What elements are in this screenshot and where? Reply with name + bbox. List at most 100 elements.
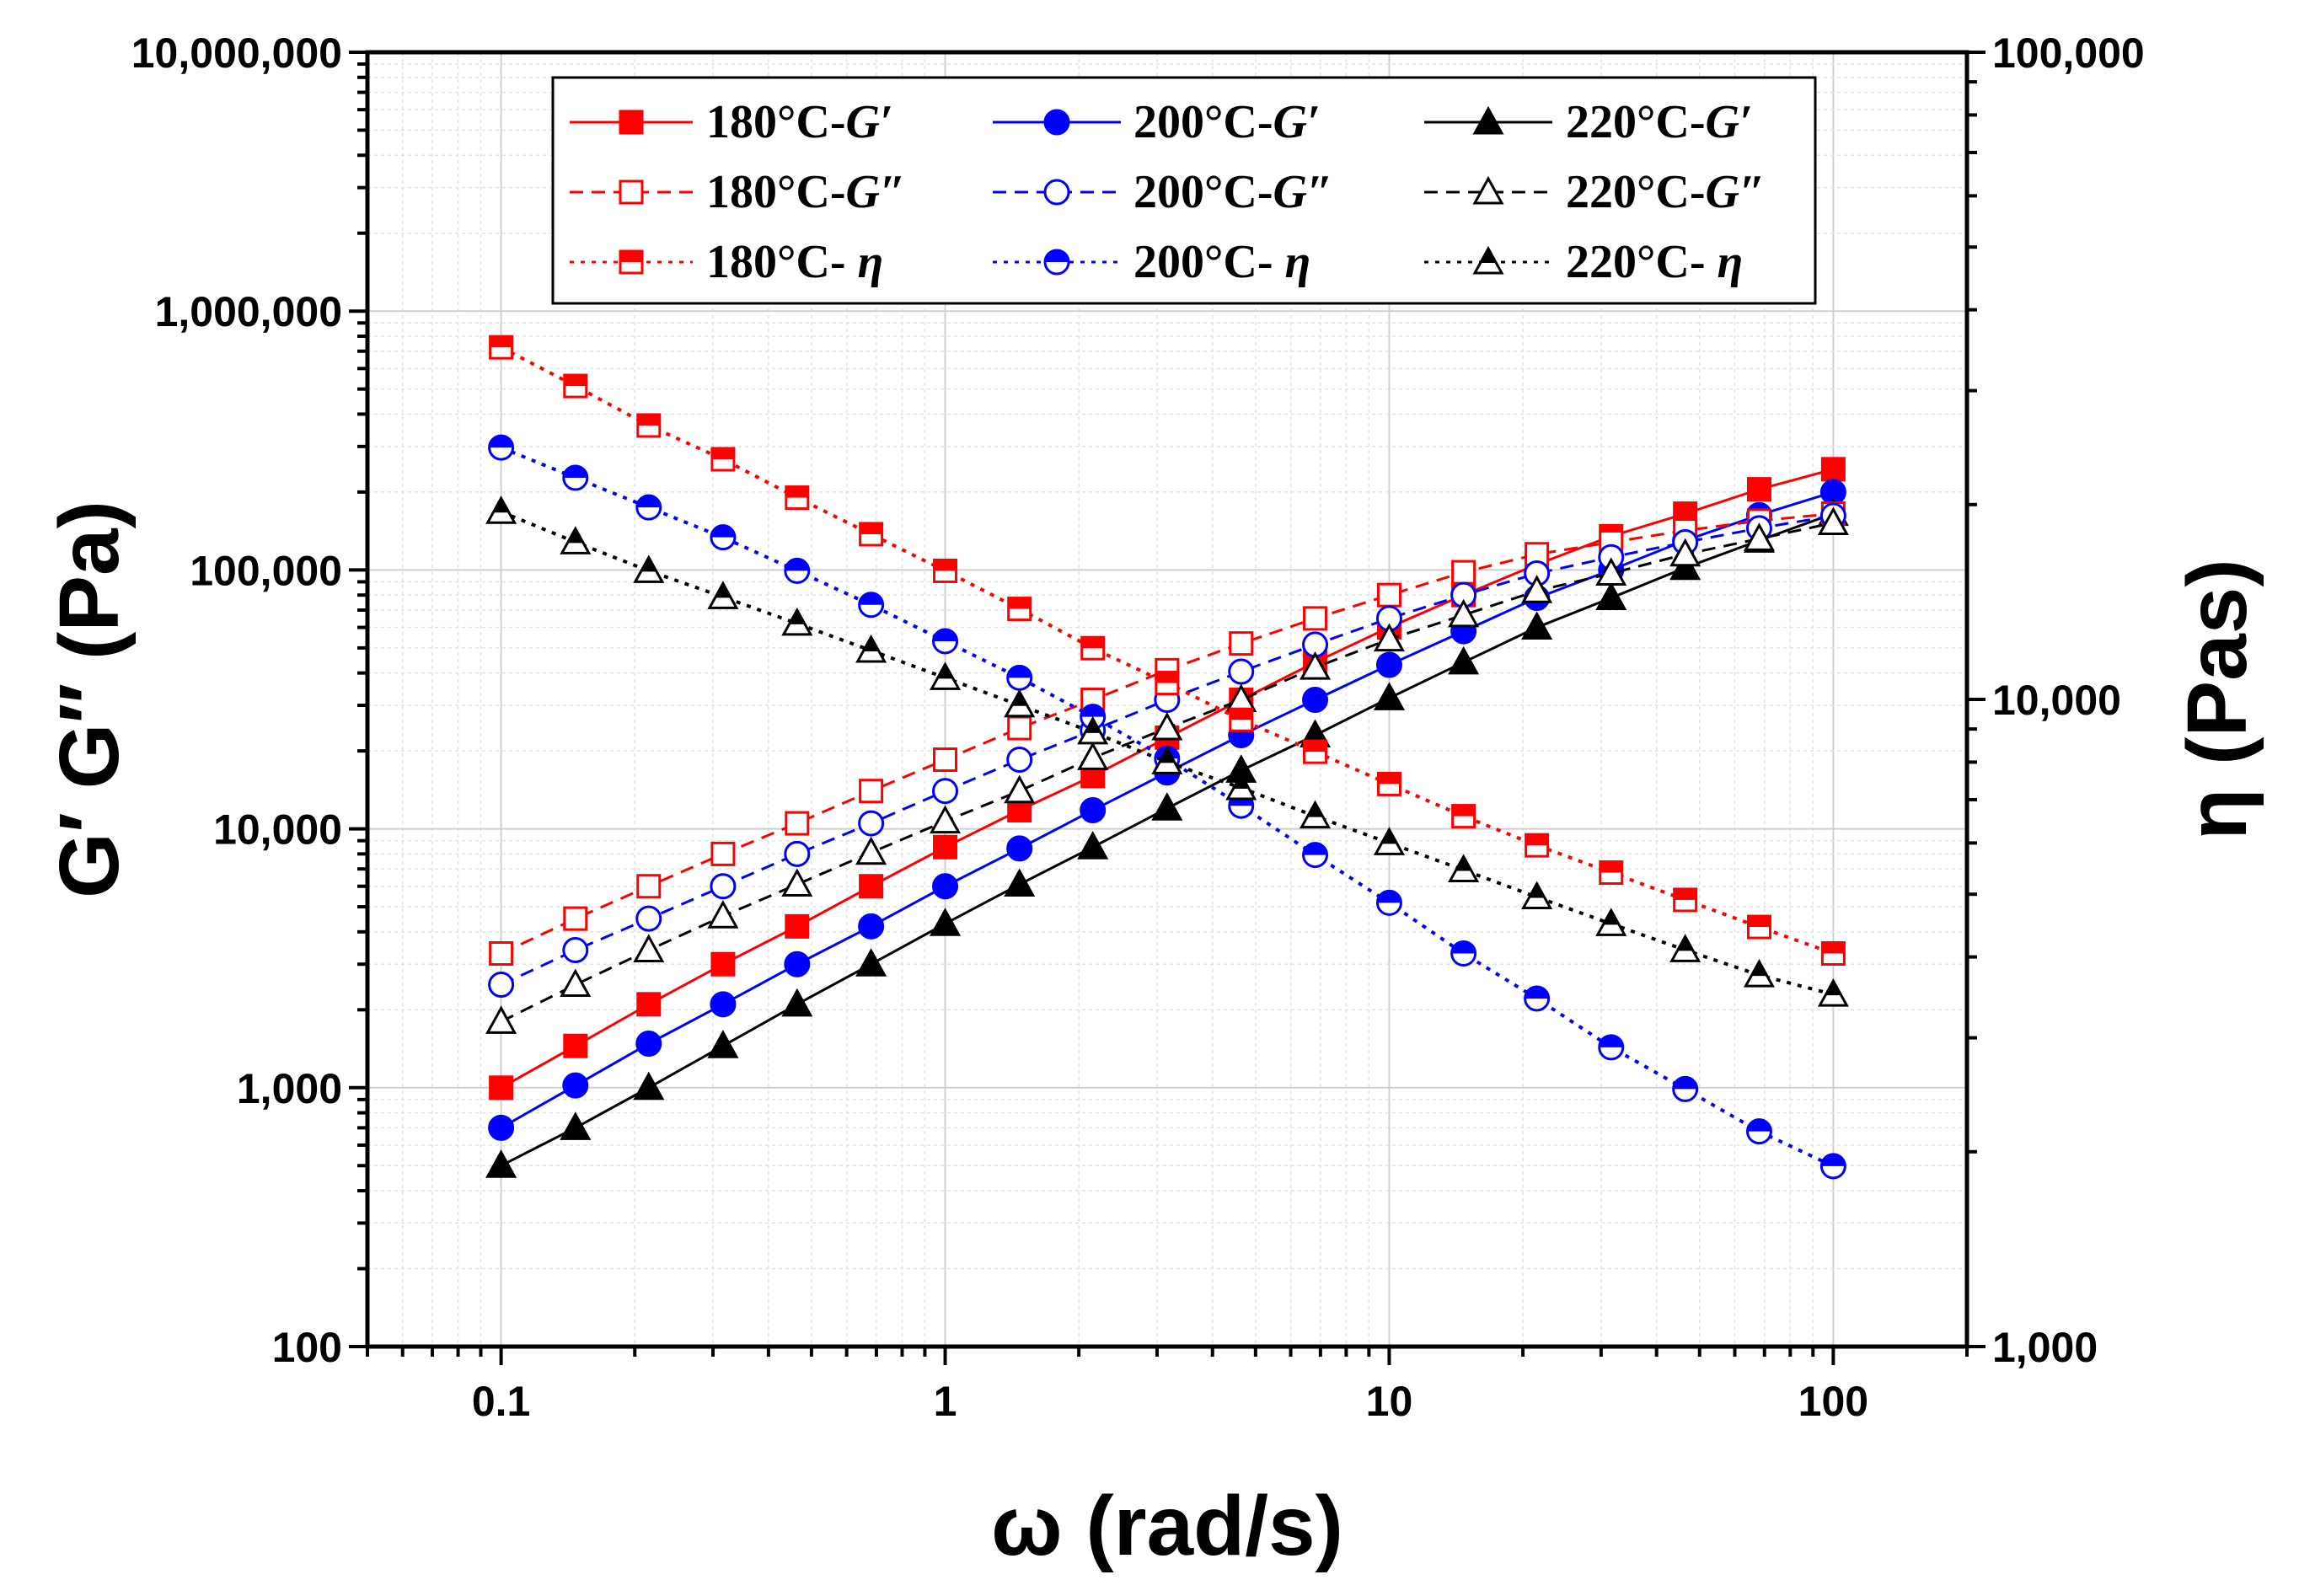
data-point [633,1071,665,1101]
data-point-shape [1669,551,1701,581]
series-line-2 [500,512,1834,1167]
data-point [1077,831,1109,860]
legend: 180°C-G′ 180°C-G″ 180°C- η 200°C-G′ 200°… [551,76,1817,305]
data-point [1595,557,1627,586]
legend-sample-marker-half [1045,250,1069,262]
data-point [932,628,959,655]
data-point [1302,687,1329,714]
data-point [1524,985,1551,1012]
data-point-shape [1077,742,1109,770]
data-point-shape [562,937,589,964]
data-point [1817,978,1849,1007]
data-point [707,581,739,609]
legend-label-200-gp: 200°C-G′ [1133,96,1321,148]
data-point-shape [636,874,662,899]
data-point [1006,835,1033,862]
data-point-shape [858,913,885,940]
data-point [1225,771,1257,801]
data-point-shape [488,972,515,999]
data-point [785,485,810,511]
data-point-shape [1373,682,1406,710]
y-right-tick-label: 100,000 [1992,29,2145,77]
data-point [710,841,736,866]
data-point-half [715,583,731,598]
data-point-shape [1448,645,1480,675]
data-point [562,1072,589,1099]
data-point-shape [560,968,592,998]
data-point-half [1011,691,1027,706]
data-point [858,592,885,619]
data-point-shape [1006,747,1033,774]
legend-sample-marker [619,110,644,135]
legend-sample-marker-half [620,251,642,262]
data-point-shape [636,992,662,1017]
data-point-half [563,466,587,479]
legend-samples [570,105,1552,276]
data-point [932,778,959,805]
data-point [1743,959,1776,988]
data-point [636,413,662,438]
data-point [488,434,515,461]
legend-sample-marker-shape [1472,175,1504,205]
data-point-half [1452,805,1475,817]
data-point [1595,581,1627,611]
data-point-shape [929,908,962,936]
data-point [1228,658,1255,685]
data-point [489,335,514,360]
y-left-tick-label: 100 [272,1324,342,1371]
data-point-half [790,609,805,624]
series [485,335,1849,1180]
data-point [855,634,887,663]
x-axis-title: ω (rad/s) [991,1479,1343,1573]
data-point-shape [858,810,885,837]
data-point [1373,623,1406,652]
data-point-half [1081,637,1104,649]
data-point [1448,645,1480,675]
data-point-half [1230,709,1252,720]
data-point-shape [707,1030,739,1058]
legend-sample-marker [619,249,644,275]
data-point [1077,742,1109,770]
data-point [859,779,884,804]
data-point-half [785,486,808,498]
data-point [1006,747,1033,774]
data-point-half [636,495,661,508]
data-point [488,972,515,999]
data-point [485,1005,517,1034]
legend-label-180-gpp: 180°C-G″ [706,166,906,218]
data-point-shape [485,1149,517,1178]
data-point-shape [781,988,813,1017]
data-point-shape [562,1072,589,1099]
data-point-half [1677,936,1693,951]
data-point [1595,908,1627,936]
data-point [1303,739,1328,764]
data-point-shape [784,951,811,977]
legend-sample-marker [1043,179,1070,206]
data-point-half [1599,1035,1623,1047]
data-point-shape [710,873,737,900]
data-point [485,1149,517,1178]
data-point [560,968,592,998]
data-point [1155,671,1180,696]
data-point-half [1529,883,1545,898]
data-point [562,464,589,491]
data-point-half [711,448,734,460]
data-point [1229,631,1254,656]
legend-sample-marker [1472,245,1504,275]
data-point [855,948,887,977]
data-point-half [1451,941,1476,954]
axes: 0.1 1 10 100 100 1,000 10,000 100,000 1,000,000 1… [131,29,2145,1425]
data-point-shape [855,836,887,865]
data-point [1151,746,1183,774]
data-point [562,937,589,964]
data-point-shape [707,900,739,929]
data-point [489,1075,514,1101]
data-point-half [1378,773,1401,785]
legend-sample-marker-shape [1043,109,1070,136]
data-point-shape [1820,457,1846,482]
data-point [1820,940,1846,966]
data-point-shape [932,778,959,805]
data-point-shape [1006,835,1033,862]
data-point [1669,934,1701,962]
data-point-half [859,592,883,605]
